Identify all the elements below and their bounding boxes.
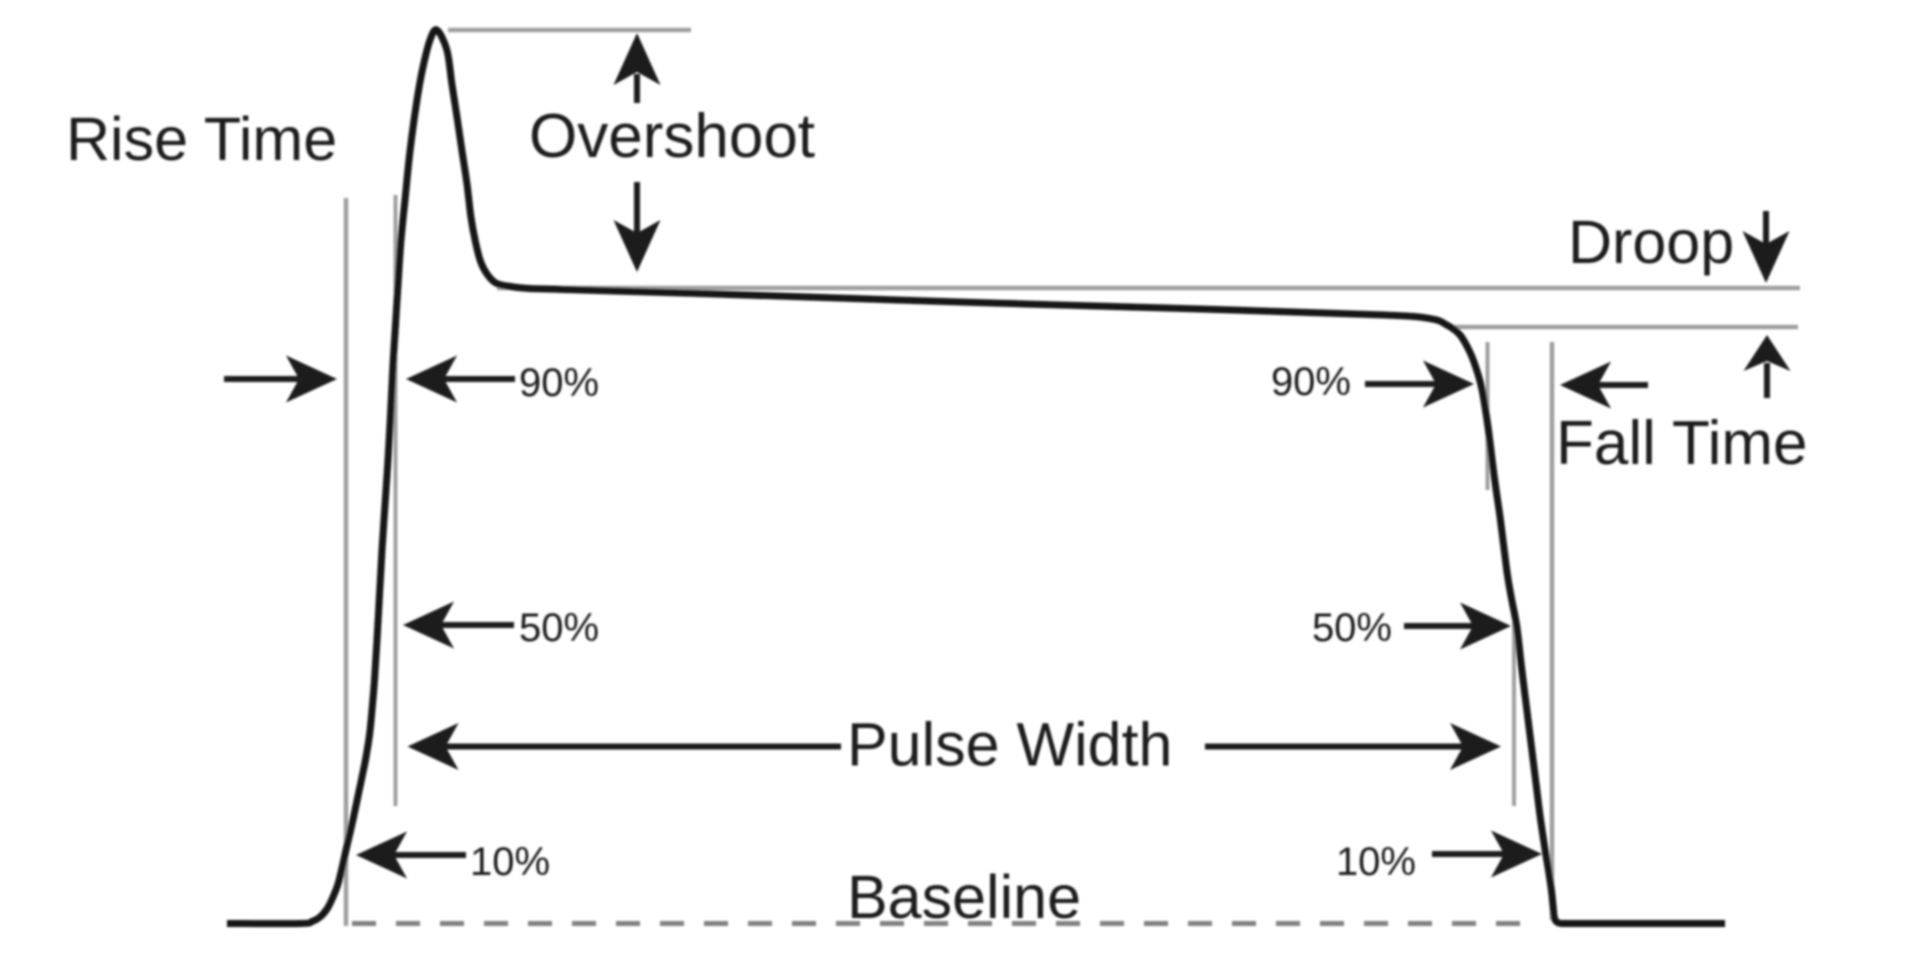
svg-text:90%: 90% (1271, 360, 1351, 404)
svg-text:Pulse Width: Pulse Width (847, 711, 1172, 779)
svg-text:Droop: Droop (1568, 208, 1734, 276)
svg-text:Fall Time: Fall Time (1556, 409, 1807, 478)
svg-text:90%: 90% (519, 361, 599, 405)
svg-text:50%: 50% (519, 606, 599, 650)
svg-text:10%: 10% (470, 840, 550, 884)
svg-text:Overshoot: Overshoot (529, 102, 815, 171)
svg-text:Baseline: Baseline (847, 863, 1081, 931)
svg-text:10%: 10% (1336, 840, 1416, 884)
svg-text:50%: 50% (1312, 606, 1392, 650)
svg-text:Rise Time: Rise Time (66, 105, 337, 173)
